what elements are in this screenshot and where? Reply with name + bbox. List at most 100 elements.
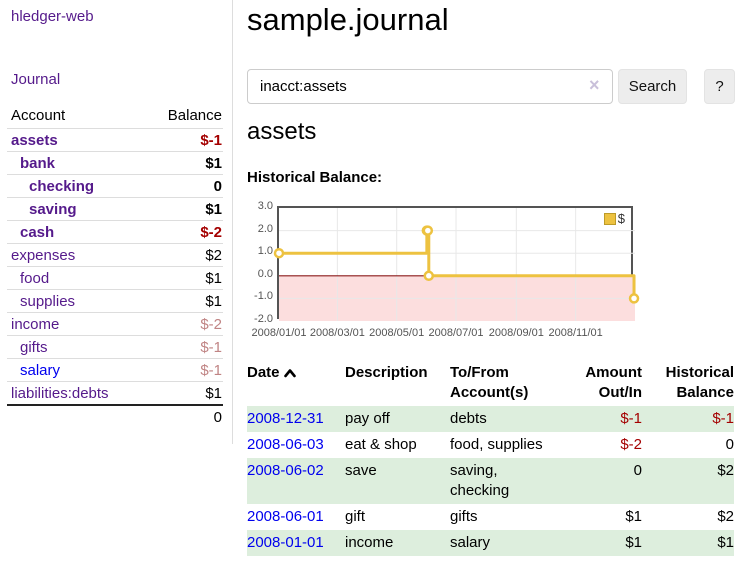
- account-row: liabilities:debts $1: [7, 381, 223, 406]
- legend-swatch-icon: [603, 212, 616, 225]
- page-title: sample.journal: [247, 2, 449, 37]
- account-balance: 0: [143, 174, 223, 198]
- chart-plot-area[interactable]: $: [273, 206, 640, 321]
- y-axis-tick-label: -1.0: [254, 290, 273, 303]
- search-input[interactable]: [247, 69, 613, 104]
- y-axis-tick-label: 0.0: [257, 267, 273, 280]
- transaction-accounts: salary: [450, 534, 491, 551]
- y-axis-tick-label: -2.0: [254, 313, 273, 325]
- account-link-gifts[interactable]: gifts: [20, 338, 48, 356]
- transaction-description: gift: [345, 508, 366, 525]
- x-axis-tick-label: 2008/05/01: [369, 327, 425, 339]
- x-axis-tick-label: 2008/01/01: [251, 327, 307, 339]
- account-heading: assets: [247, 118, 317, 145]
- account-balance: $1: [143, 289, 223, 313]
- account-row: checking 0: [7, 174, 223, 198]
- clear-search-icon[interactable]: ×: [589, 75, 600, 95]
- x-axis-tick-label: 2008/07/01: [428, 327, 484, 339]
- account-row: supplies $1: [7, 289, 223, 313]
- transaction-date-link[interactable]: 2008-06-03: [247, 436, 324, 453]
- account-balance: $1: [143, 151, 223, 175]
- register-header-amount[interactable]: Amount Out/In: [585, 364, 642, 401]
- sidebar-divider: [232, 0, 233, 444]
- register-row: 2008-06-02 save saving, checking 0 $2: [247, 458, 734, 504]
- account-row: assets $-1: [7, 128, 223, 152]
- transaction-description: save: [345, 462, 377, 479]
- transaction-date-link[interactable]: 2008-01-01: [247, 534, 324, 551]
- account-link-supplies[interactable]: supplies: [20, 292, 76, 310]
- search-button[interactable]: Search: [618, 69, 687, 104]
- register-row: 2008-01-01 income salary $1 $1: [247, 530, 734, 556]
- account-link-bank[interactable]: bank: [20, 154, 56, 172]
- account-link-liabilities-debts[interactable]: liabilities:debts: [11, 384, 109, 402]
- register-header-description[interactable]: Description: [345, 364, 428, 381]
- accounts-table-body: assets $-1 bank $1 checking 0 saving $1 cash $-2 e…: [7, 128, 223, 428]
- register-row: 2008-06-01 gift gifts $1 $2: [247, 504, 734, 530]
- y-axis-tick-label: 1.0: [257, 245, 273, 258]
- account-row: salary $-1: [7, 358, 223, 382]
- help-button[interactable]: ?: [704, 69, 735, 104]
- transaction-amount: $-2: [620, 436, 642, 453]
- accounts-total-row: 0: [7, 404, 223, 428]
- account-row: expenses $2: [7, 243, 223, 267]
- transaction-date-link[interactable]: 2008-12-31: [247, 410, 324, 427]
- register-header-balance[interactable]: Historical Balance: [665, 364, 734, 401]
- account-balance: $-1: [143, 335, 223, 359]
- account-row: income $-2: [7, 312, 223, 336]
- transaction-amount: $1: [625, 534, 642, 551]
- transaction-date-link[interactable]: 2008-06-02: [247, 462, 324, 479]
- register-header-date[interactable]: Date: [247, 363, 345, 406]
- account-link-income[interactable]: income: [11, 315, 60, 333]
- transaction-balance: $-1: [712, 410, 734, 427]
- account-balance: $1: [143, 197, 223, 221]
- x-axis-tick-label: 2008/03/01: [309, 327, 365, 339]
- register-header-row: Date Description To/From Account(s) Amou…: [247, 363, 734, 406]
- transaction-accounts: food, supplies: [450, 436, 543, 453]
- account-row: saving $1: [7, 197, 223, 221]
- account-link-cash[interactable]: cash: [20, 223, 55, 241]
- sidebar-item-journal[interactable]: Journal: [11, 71, 61, 88]
- account-row: cash $-2: [7, 220, 223, 244]
- transaction-balance: $2: [717, 508, 734, 525]
- account-link-salary[interactable]: salary: [20, 361, 61, 379]
- register-table-body: 2008-12-31 pay off debts $-1 $-1 2008-06-03 ea…: [247, 406, 734, 556]
- account-link-expenses[interactable]: expenses: [11, 246, 76, 264]
- legend-label: $: [617, 211, 625, 226]
- y-axis-tick-label: 3.0: [257, 200, 273, 212]
- account-row: food $1: [7, 266, 223, 290]
- y-axis-tick-label: 2.0: [257, 222, 273, 235]
- account-balance: $-2: [143, 312, 223, 336]
- register-row: 2008-12-31 pay off debts $-1 $-1: [247, 406, 734, 432]
- accounts-total-value: 0: [143, 404, 223, 428]
- register-table: Date Description To/From Account(s) Amou…: [247, 363, 734, 556]
- account-link-saving[interactable]: saving: [29, 200, 77, 218]
- account-balance: $-2: [143, 220, 223, 244]
- app-brand-link[interactable]: hledger-web: [11, 8, 94, 25]
- account-link-food[interactable]: food: [20, 269, 50, 287]
- transaction-accounts: saving, checking: [450, 462, 510, 499]
- account-balance: $2: [143, 243, 223, 267]
- transaction-accounts: debts: [450, 410, 487, 427]
- account-link-checking[interactable]: checking: [29, 177, 95, 195]
- x-axis-tick-label: 2008/09/01: [488, 327, 544, 339]
- account-balance: $1: [143, 266, 223, 290]
- accounts-table: Account Balance assets $-1 bank $1 checking 0…: [7, 103, 223, 428]
- accounts-table-header-row: Account Balance: [7, 103, 223, 129]
- register-row: 2008-06-03 eat & shop food, supplies $-2 0: [247, 432, 734, 458]
- account-balance: $1: [143, 381, 223, 406]
- accounts-header-balance: Balance: [143, 103, 223, 129]
- transaction-balance: $1: [717, 534, 734, 551]
- transaction-amount: 0: [633, 462, 642, 479]
- sort-ascending-icon: [283, 364, 296, 384]
- transaction-balance: $2: [717, 462, 734, 479]
- search-form: × Search ?: [247, 69, 735, 104]
- account-balance: $-1: [143, 128, 223, 152]
- transaction-date-link[interactable]: 2008-06-01: [247, 508, 324, 525]
- chart-canvas: [273, 208, 640, 321]
- transaction-amount: $1: [625, 508, 642, 525]
- transaction-accounts: gifts: [450, 508, 478, 525]
- register-header-accounts[interactable]: To/From Account(s): [450, 364, 529, 401]
- account-link-assets[interactable]: assets: [11, 131, 58, 149]
- sidebar: hledger-web Journal Account Balance asse…: [0, 0, 233, 450]
- accounts-header-account: Account: [7, 103, 144, 129]
